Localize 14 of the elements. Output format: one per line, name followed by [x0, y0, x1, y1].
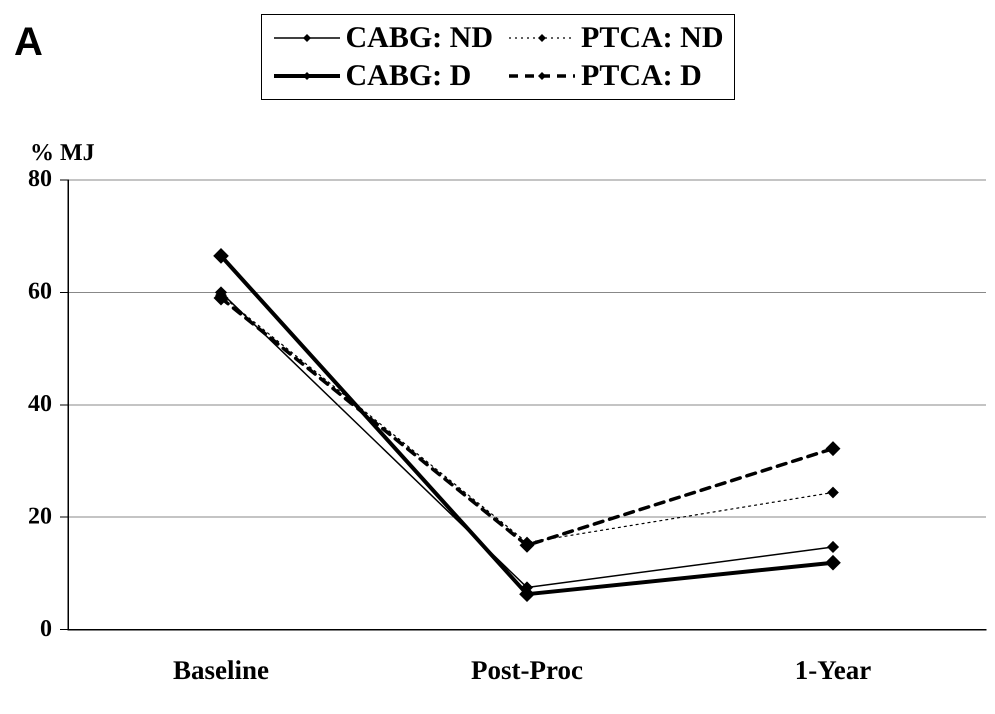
y-tick-label: 0: [40, 616, 52, 642]
legend-label: PTCA: D: [581, 59, 702, 93]
y-tick-label: 60: [28, 278, 52, 305]
x-tick-label: 1-Year: [794, 654, 872, 685]
legend-label: CABG: ND: [346, 21, 493, 55]
legend-label: CABG: D: [346, 59, 472, 93]
chart-title: A: [14, 20, 43, 65]
x-tick-label: Post-Proc: [471, 654, 583, 685]
legend-label: PTCA: ND: [581, 21, 724, 55]
y-tick-label: 80: [28, 166, 52, 192]
x-tick-label: Baseline: [172, 654, 270, 685]
y-axis-title: % MJ: [30, 140, 95, 167]
y-tick-label: 40: [28, 391, 52, 418]
y-tick-label: 20: [28, 503, 52, 530]
